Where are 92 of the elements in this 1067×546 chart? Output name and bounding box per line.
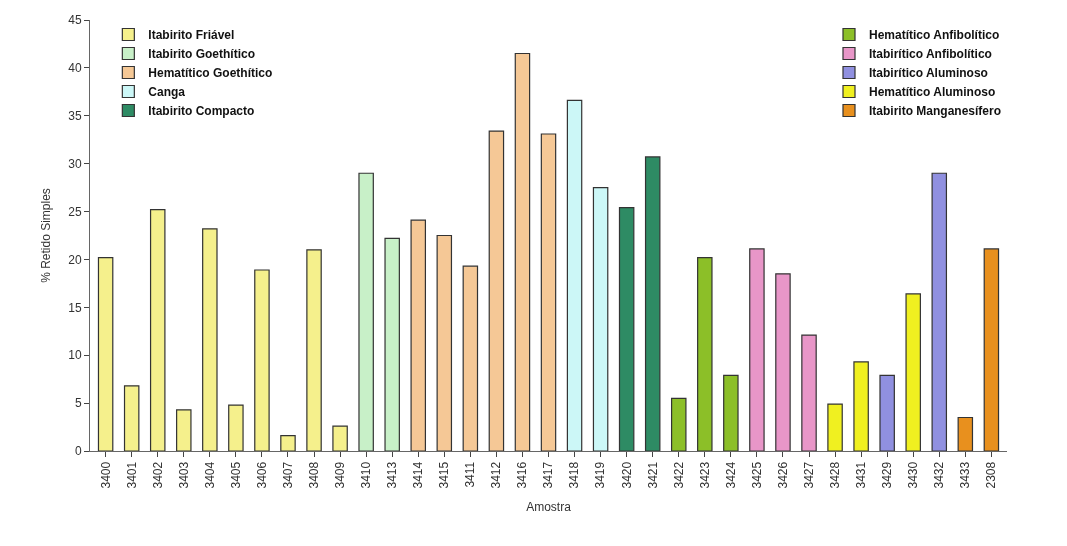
legend-label: Canga [148,85,186,100]
x-tick-label: 3418 [567,461,582,489]
bar [436,234,453,451]
x-tick-label: 3414 [411,461,426,489]
legend-label: Itabirito Goethítico [148,47,256,62]
x-tick-label: 3427 [801,461,816,489]
bar [514,52,531,451]
bar [592,187,609,451]
x-tick-label: 3433 [958,461,973,489]
bar [957,416,974,451]
y-tick-label: 30 [68,156,82,171]
bar [410,219,427,451]
y-tick-label: 20 [68,252,82,267]
x-tick-label: 3430 [906,461,921,489]
x-tick-label: 3426 [775,461,790,489]
bar [931,172,948,451]
x-tick-label: 3415 [437,461,452,489]
bar [306,249,322,451]
bar [723,374,739,451]
x-tick-label: 3422 [671,461,686,489]
x-tick-label: 3410 [359,461,374,489]
bar [983,248,1000,451]
y-tick-label: 45 [68,13,82,28]
x-axis-title: Amostra [526,500,572,515]
legend-label: Itabirito Compacto [148,104,255,119]
bar [384,237,400,451]
bar [697,256,713,451]
bar [566,99,583,451]
x-tick-label: 3419 [593,461,608,489]
x-tick-label: 3400 [98,461,113,489]
x-tick-label: 3402 [150,461,165,489]
bar [358,172,374,451]
bar [280,435,296,451]
x-tick-label: 3432 [932,461,947,489]
x-tick-label: 3417 [541,461,556,489]
x-tick-label: 3412 [489,461,504,489]
y-tick-label: 15 [68,300,82,315]
x-tick-label: 3413 [385,461,400,489]
bar [644,156,661,451]
x-tick-label: 3403 [176,461,191,489]
x-tick-label: 3420 [619,461,634,489]
x-tick-label: 3409 [332,461,347,489]
bar [775,273,791,451]
legend-label: Itabirito Friável [148,28,235,43]
bar [202,228,218,451]
x-tick-label: 3424 [723,461,738,489]
legend-label: Hematítico Anfibolítico [869,28,1000,43]
legend-label: Hematítico Aluminoso [869,85,996,100]
x-tick-label: 2308 [984,461,999,489]
bar [618,207,635,451]
x-tick-label: 3428 [827,461,842,489]
x-tick-label: 3406 [254,461,269,489]
y-tick-label: 40 [68,61,82,76]
x-tick-label: 3401 [124,461,139,489]
y-axis-title: % Retido Simples [38,188,53,283]
bar [149,209,166,451]
bar [176,409,192,451]
y-tick-label: 0 [74,444,82,459]
bar [905,293,921,451]
bar [670,397,687,451]
bar [827,403,843,451]
bar [228,404,244,451]
y-tick-label: 10 [68,348,82,363]
bar [123,385,140,451]
y-tick-label: 25 [68,204,82,219]
bar [853,361,869,451]
bar [488,130,505,451]
bar [254,269,270,451]
y-tick-label: 5 [74,396,82,411]
x-tick-label: 3425 [749,461,764,489]
bar [879,374,895,451]
bar [801,334,817,451]
x-tick-label: 3407 [280,461,295,489]
legend-label: Itabirito Manganesífero [869,104,1002,119]
y-tick-label: 35 [68,108,82,123]
bar [540,133,557,451]
x-tick-label: 3421 [645,461,660,489]
bar [97,256,114,451]
x-tick-label: 3405 [228,461,243,489]
legend-label: Itabirítico Anfibolítico [869,47,992,62]
bar [462,265,479,451]
x-tick-label: 3411 [463,461,478,488]
x-tick-label: 3429 [880,461,895,489]
bar [749,248,765,451]
x-tick-label: 3416 [515,461,530,489]
legend-label: Itabirítico Aluminoso [869,66,988,81]
bar [332,425,348,451]
x-tick-label: 3431 [854,461,869,489]
legend-label: Hematítico Goethítico [148,66,273,81]
x-tick-label: 3404 [202,461,217,489]
x-tick-label: 3408 [306,461,321,489]
x-tick-label: 3423 [697,461,712,489]
